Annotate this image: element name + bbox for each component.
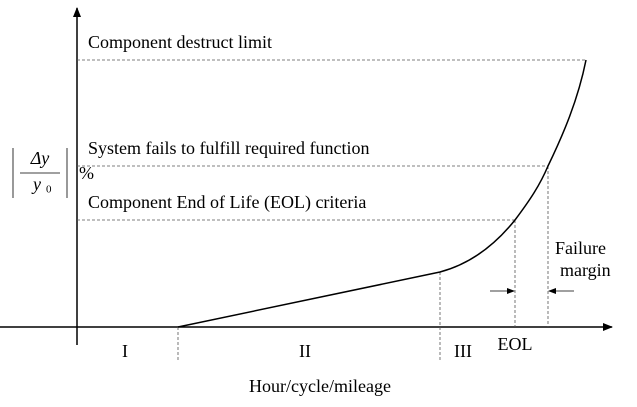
level-label: System fails to fulfill required functio… — [88, 138, 369, 158]
region-label: II — [299, 341, 311, 361]
y-label-numerator: Δy — [30, 148, 50, 168]
y-label-unit: % — [79, 163, 94, 183]
margin-label: Failure — [555, 238, 606, 258]
level-label: Component End of Life (EOL) criteria — [88, 192, 366, 213]
degradation-curve — [177, 59, 587, 328]
y-label-denominator: y — [31, 174, 41, 194]
x-label: Hour/cycle/mileage — [249, 376, 391, 396]
region-label: I — [122, 341, 128, 361]
y-label-subscript: 0 — [46, 184, 52, 196]
level-label: Component destruct limit — [88, 32, 272, 52]
margin-label: margin — [560, 260, 611, 280]
region-label: III — [454, 341, 472, 361]
eol-label: EOL — [498, 334, 533, 354]
